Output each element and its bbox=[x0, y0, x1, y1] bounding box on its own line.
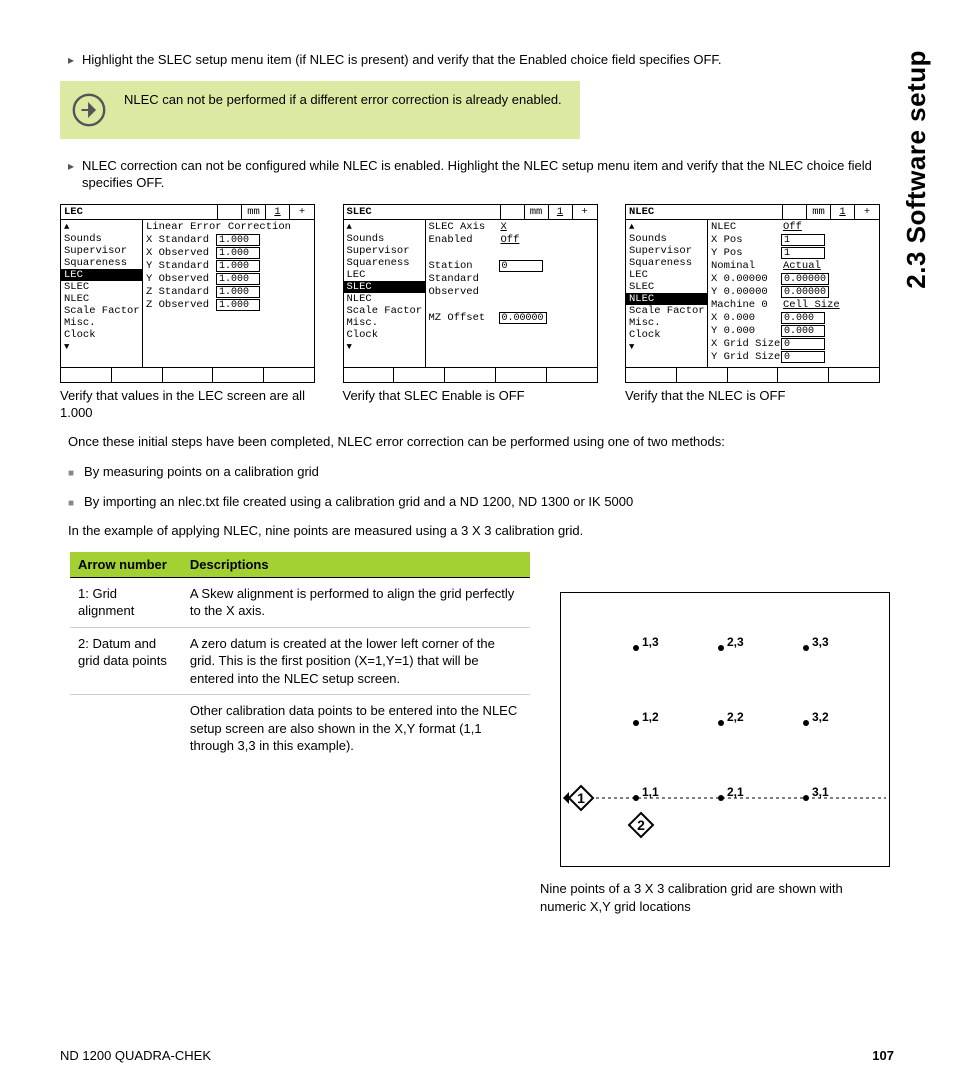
menu-item: Sounds bbox=[344, 233, 425, 245]
svg-text:2,3: 2,3 bbox=[727, 635, 744, 649]
menu-item: SLEC bbox=[61, 281, 142, 293]
menu-item: LEC bbox=[61, 269, 142, 281]
menu-item: LEC bbox=[626, 269, 707, 281]
menu-item: Supervisor bbox=[344, 245, 425, 257]
menu-item: SLEC bbox=[626, 281, 707, 293]
table-cell-num: 2: Datum and grid data points bbox=[70, 627, 182, 695]
screen-caption: Verify that values in the LEC screen are… bbox=[60, 388, 315, 422]
screen-lec: LEC mm 1 + SoundsSupervisorSquarenessLEC… bbox=[60, 204, 315, 422]
triangle-bullet-icon bbox=[68, 51, 76, 69]
menu-item: Sounds bbox=[626, 233, 707, 245]
menu-item: Misc. bbox=[61, 317, 142, 329]
svg-text:3,1: 3,1 bbox=[812, 785, 829, 799]
menu-item: NLEC bbox=[344, 293, 425, 305]
svg-text:3,2: 3,2 bbox=[812, 710, 829, 724]
method-2: By importing an nlec.txt file created us… bbox=[60, 493, 880, 511]
bullet-text: Highlight the SLEC setup menu item (if N… bbox=[82, 51, 721, 69]
menu-item: Squareness bbox=[626, 257, 707, 269]
note-text: NLEC can not be performed if a different… bbox=[124, 91, 562, 109]
svg-text:2,1: 2,1 bbox=[727, 785, 744, 799]
bullet-text: By measuring points on a calibration gri… bbox=[84, 463, 319, 481]
menu-item: SLEC bbox=[344, 281, 425, 293]
menu-item: LEC bbox=[344, 269, 425, 281]
menu-item: NLEC bbox=[626, 293, 707, 305]
calibration-grid-diagram: 1,3 2,3 3,3 1,2 2,2 3,2 1,1 2,1 3,1 1 2 bbox=[560, 592, 890, 867]
svg-text:1: 1 bbox=[577, 790, 585, 806]
svg-text:2: 2 bbox=[637, 817, 645, 833]
menu-item: Supervisor bbox=[61, 245, 142, 257]
table-cell-desc: A zero datum is created at the lower lef… bbox=[182, 627, 530, 695]
example-paragraph: In the example of applying NLEC, nine po… bbox=[60, 522, 880, 540]
screen-caption: Verify that SLEC Enable is OFF bbox=[343, 388, 598, 405]
menu-item: Scale Factor bbox=[61, 305, 142, 317]
menu-item: Supervisor bbox=[626, 245, 707, 257]
screen-nlec: NLEC mm 1 + SoundsSupervisorSquarenessLE… bbox=[625, 204, 880, 422]
note-callout: NLEC can not be performed if a different… bbox=[60, 81, 580, 139]
menu-item: Clock bbox=[344, 329, 425, 341]
svg-text:1,3: 1,3 bbox=[642, 635, 659, 649]
grid-caption: Nine points of a 3 X 3 calibration grid … bbox=[540, 880, 890, 915]
triangle-bullet-icon bbox=[68, 157, 76, 192]
screens-row: LEC mm 1 + SoundsSupervisorSquarenessLEC… bbox=[60, 204, 880, 422]
menu-item: Clock bbox=[626, 329, 707, 341]
mid-paragraph: Once these initial steps have been compl… bbox=[60, 433, 880, 451]
svg-text:1,2: 1,2 bbox=[642, 710, 659, 724]
svg-text:1,1: 1,1 bbox=[642, 785, 659, 799]
th-arrow-number: Arrow number bbox=[70, 552, 182, 578]
table-cell-num: 1: Grid alignment bbox=[70, 577, 182, 627]
bullet-text: By importing an nlec.txt file created us… bbox=[84, 493, 633, 511]
screen-caption: Verify that the NLEC is OFF bbox=[625, 388, 880, 405]
menu-item: Clock bbox=[61, 329, 142, 341]
menu-item: Squareness bbox=[344, 257, 425, 269]
menu-item: Squareness bbox=[61, 257, 142, 269]
th-descriptions: Descriptions bbox=[182, 552, 530, 578]
arrow-description-table: Arrow number Descriptions 1: Grid alignm… bbox=[70, 552, 530, 762]
page-footer: ND 1200 QUADRA-CHEK 107 bbox=[60, 1048, 894, 1063]
table-cell-num bbox=[70, 695, 182, 762]
table-cell-desc: Other calibration data points to be ente… bbox=[182, 695, 530, 762]
square-bullet-icon bbox=[68, 493, 78, 511]
bullet-text: NLEC correction can not be configured wh… bbox=[82, 157, 880, 192]
arrow-right-circle-icon bbox=[70, 91, 108, 129]
svg-text:3,3: 3,3 bbox=[812, 635, 829, 649]
menu-item: Sounds bbox=[61, 233, 142, 245]
method-1: By measuring points on a calibration gri… bbox=[60, 463, 880, 481]
svg-text:2,2: 2,2 bbox=[727, 710, 744, 724]
square-bullet-icon bbox=[68, 463, 78, 481]
menu-item: Scale Factor bbox=[626, 305, 707, 317]
menu-item: Misc. bbox=[344, 317, 425, 329]
menu-item: Scale Factor bbox=[344, 305, 425, 317]
footer-model: ND 1200 QUADRA-CHEK bbox=[60, 1048, 211, 1063]
screen-slec: SLEC mm 1 + SoundsSupervisorSquarenessLE… bbox=[343, 204, 598, 422]
table-cell-desc: A Skew alignment is performed to align t… bbox=[182, 577, 530, 627]
menu-item: Misc. bbox=[626, 317, 707, 329]
section-label: 2.3 Software setup bbox=[901, 50, 932, 289]
footer-page-number: 107 bbox=[872, 1048, 894, 1063]
bullet-slec-off: Highlight the SLEC setup menu item (if N… bbox=[60, 51, 880, 69]
menu-item: NLEC bbox=[61, 293, 142, 305]
bullet-nlec-off: NLEC correction can not be configured wh… bbox=[60, 157, 880, 192]
